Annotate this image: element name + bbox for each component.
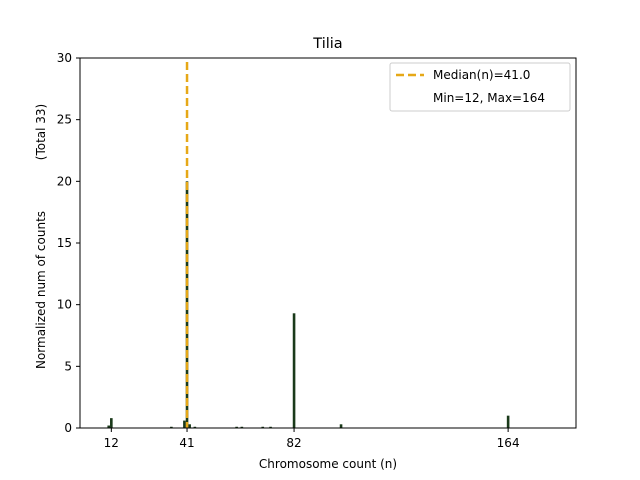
x-tick-label: 12: [104, 436, 119, 450]
bar: [339, 424, 343, 428]
y-axis-ticks: 0 5 10 15 20 25 30: [57, 51, 80, 435]
legend-minmax-label: Min=12, Max=164: [433, 91, 545, 105]
plot-frame: [79, 57, 577, 429]
legend-box: [389, 62, 571, 112]
y-tick-label: 25: [57, 113, 72, 127]
bar: [235, 426, 238, 428]
bar: [183, 420, 186, 428]
y-tick-label: 5: [64, 359, 72, 373]
legend-median-label: Median(n)=41.0: [433, 68, 530, 82]
y-axis-label: Normalized num of counts: [34, 211, 48, 369]
bar: [110, 418, 113, 428]
bar: [240, 426, 244, 428]
bar: [506, 415, 510, 428]
bar: [261, 426, 265, 428]
bar: [269, 426, 272, 428]
x-tick-label: 164: [497, 436, 520, 450]
bar: [107, 425, 111, 428]
x-axis-label: Chromosome count (n): [259, 457, 397, 471]
bar: [170, 426, 173, 428]
legend: Median(n)=41.0 Min=12, Max=164: [389, 62, 571, 112]
bars-layer: [107, 181, 510, 428]
bar: [193, 426, 197, 428]
bar: [292, 313, 296, 428]
y-axis-total-label: (Total 33): [34, 104, 48, 160]
y-tick-label: 20: [57, 174, 72, 188]
x-tick-label: 82: [286, 436, 301, 450]
y-tick-label: 30: [57, 51, 72, 65]
y-tick-label: 15: [57, 236, 72, 250]
y-tick-label: 10: [57, 298, 72, 312]
x-tick-label: 41: [179, 436, 194, 450]
y-tick-label: 0: [64, 421, 72, 435]
bar: [188, 424, 191, 428]
chart-title: Tilia: [312, 36, 342, 52]
x-axis-ticks: 12 41 82 164: [104, 428, 520, 450]
